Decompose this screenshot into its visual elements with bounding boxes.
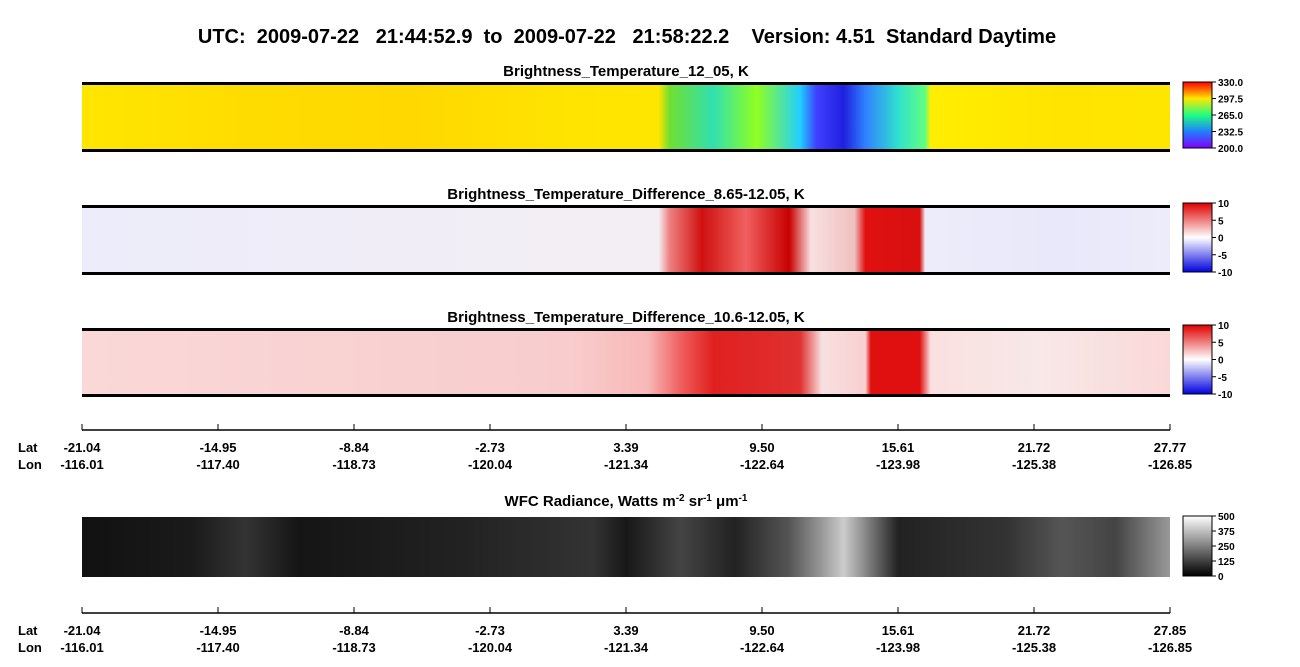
row-label: Lat [18,440,38,455]
colorbar [1182,515,1213,577]
colorbar-label: 330.0 [1218,78,1243,89]
colorbar-label: 265.0 [1218,111,1243,122]
track-edge [82,394,1170,397]
lon-label: -126.85 [1148,457,1192,472]
lon-label: -116.01 [60,640,103,655]
lon-label: -120.04 [468,640,513,655]
colorbar-label: 10 [1218,199,1230,210]
lat-label: 21.72 [1018,440,1051,455]
title-part: -1 [703,493,712,504]
colorbar-label: -5 [1218,373,1227,384]
lat-label: 21.72 [1018,623,1051,638]
heatmap-image [82,207,1170,273]
lon-label: -116.01 [60,457,103,472]
row-label: Lat [18,623,38,638]
colorbar-label: -10 [1218,268,1233,279]
lat-label: 15.61 [882,623,915,638]
heatmap-image [82,84,1170,150]
lon-label: -120.04 [468,457,513,472]
title-part: μm [712,493,739,510]
lat-label: -14.95 [200,623,237,638]
lat-label: -21.04 [64,623,102,638]
colorbar-label: 0 [1218,572,1224,583]
track-edge [82,82,1170,85]
lat-label: -21.04 [64,440,102,455]
row-label: Lon [18,457,42,472]
row-label: Lon [18,640,42,655]
lon-label: -121.34 [604,457,649,472]
lat-label: -8.84 [339,623,369,638]
colorbar-label: 375 [1218,527,1235,538]
colorbar-label: 500 [1218,512,1235,523]
lon-label: -125.38 [1012,457,1056,472]
lat-label: 3.39 [613,623,638,638]
lon-label: -117.40 [196,640,239,655]
lat-label: 9.50 [749,440,774,455]
lon-label: -118.73 [332,640,375,655]
colorbar-label: 0 [1218,356,1224,367]
colorbar-label: 250 [1218,542,1235,553]
track-edge [82,205,1170,208]
track-edge [82,149,1170,152]
colorbar [1182,324,1213,395]
lon-label: -117.40 [196,457,239,472]
lat-label: 27.77 [1154,440,1187,455]
panel-title: Brightness_Temperature_Difference_8.65-1… [447,186,805,203]
lon-label: -125.38 [1012,640,1056,655]
lat-label: 15.61 [882,440,915,455]
panel-title: Brightness_Temperature_12_05, K [503,63,749,80]
lat-label: 9.50 [749,623,774,638]
lat-label: -14.95 [200,440,237,455]
title-part: WFC Radiance, Watts m [505,493,676,510]
heatmap-image [82,330,1170,395]
lon-label: -123.98 [876,457,920,472]
lon-label: -121.34 [604,640,649,655]
colorbar-label: 0 [1218,234,1224,245]
lat-label: 3.39 [613,440,638,455]
colorbar-label: 5 [1218,216,1224,227]
lat-label: -2.73 [475,440,505,455]
panel-title: Brightness_Temperature_Difference_10.6-1… [447,309,805,326]
colorbar-label: 125 [1218,557,1235,568]
colorbar-label: 232.5 [1218,128,1243,139]
lat-label: 27.85 [1154,623,1187,638]
radiance-image [82,517,1170,577]
colorbar-label: 297.5 [1218,95,1243,106]
colorbar-label: 10 [1218,321,1230,332]
colorbar-label: 200.0 [1218,144,1243,155]
lon-label: -126.85 [1148,640,1192,655]
track-edge [82,272,1170,275]
title-part: -2 [676,493,685,504]
lon-label: -123.98 [876,640,920,655]
colorbar-label: 5 [1218,338,1224,349]
lat-label: -2.73 [475,623,505,638]
lat-label: -8.84 [339,440,369,455]
track-edge [82,328,1170,331]
title-part: -1 [739,493,748,504]
page-title: UTC: 2009-07-22 21:44:52.9 to 2009-07-22… [198,26,1056,48]
title-part: sr [685,493,704,510]
lon-label: -118.73 [332,457,375,472]
colorbar [1182,81,1213,149]
lon-label: -122.64 [740,640,785,655]
colorbar [1182,202,1213,273]
panel-title: WFC Radiance, Watts m-2 sr-1 μm-1 [505,493,748,511]
colorbar-label: -5 [1218,251,1227,262]
lon-label: -122.64 [740,457,785,472]
colorbar-label: -10 [1218,390,1233,401]
